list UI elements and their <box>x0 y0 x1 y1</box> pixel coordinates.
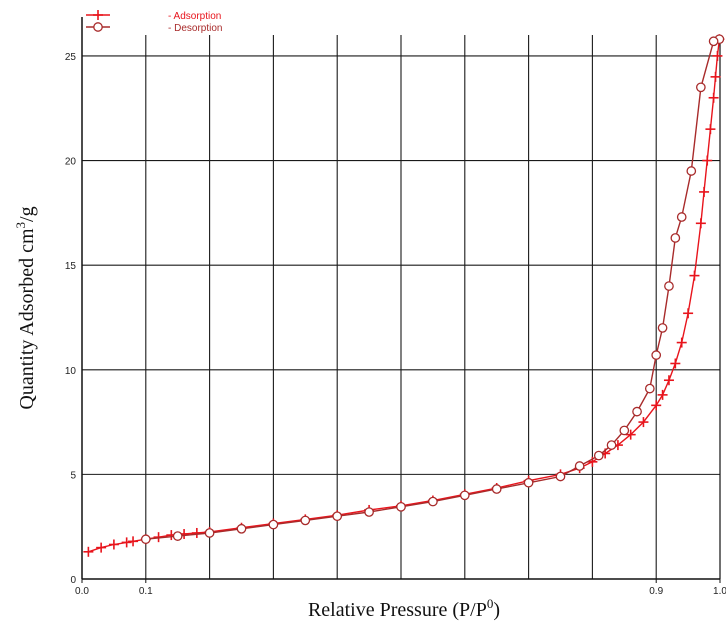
desorption-point <box>396 501 406 512</box>
adsorption-point <box>657 389 668 400</box>
tick-labels: 0.0 0.1 0.9 1.0 0 5 10 15 20 25 <box>65 52 726 597</box>
adsorption-point <box>83 546 94 557</box>
adsorption-point <box>689 270 700 281</box>
adsorption-point <box>699 186 710 197</box>
desorption-series <box>140 34 725 545</box>
legend-item: - Adsorption <box>86 10 221 22</box>
y-axis-title: Quantity Adsorbed cm3/g <box>13 206 38 409</box>
adsorption-point <box>683 308 694 319</box>
adsorption-point <box>651 400 662 411</box>
x-tick-label: 1.0 <box>713 586 726 597</box>
desorption-point <box>619 425 630 436</box>
adsorption-point <box>663 375 674 386</box>
x-tick-label: 0.0 <box>75 586 89 597</box>
desorption-point <box>93 22 103 32</box>
desorption-point <box>491 484 502 494</box>
adsorption-point <box>93 10 103 20</box>
desorption-point <box>696 82 706 93</box>
adsorption-point <box>96 542 107 553</box>
x-tick-label: 0.9 <box>649 586 663 597</box>
adsorption-point <box>128 536 139 547</box>
desorption-line <box>145 38 720 540</box>
adsorption-point <box>121 537 132 548</box>
desorption-point <box>644 383 655 394</box>
y-tick-label: 25 <box>65 52 77 63</box>
desorption-point <box>593 450 604 461</box>
desorption-point <box>708 36 719 47</box>
desorption-point <box>632 406 642 417</box>
desorption-point <box>332 511 343 522</box>
legend-label: - Adsorption <box>168 11 221 22</box>
desorption-point <box>574 461 585 471</box>
adsorption-point <box>638 417 649 428</box>
desorption-point <box>459 490 470 501</box>
desorption-point <box>204 528 215 538</box>
y-tick-label: 0 <box>70 575 76 586</box>
desorption-point <box>523 477 534 488</box>
desorption-point <box>140 534 151 545</box>
desorption-point <box>651 350 662 360</box>
x-axis-title: Relative Pressure (P/P0) <box>308 596 500 621</box>
desorption-point <box>664 281 674 291</box>
adsorption-point <box>625 429 636 440</box>
y-tick-label: 20 <box>65 157 77 168</box>
legend-label: - Desorption <box>168 23 222 34</box>
adsorption-point <box>695 218 706 229</box>
desorption-point <box>364 507 374 517</box>
adsorption-point <box>670 358 681 369</box>
desorption-point <box>555 471 566 482</box>
desorption-point <box>268 519 279 530</box>
desorption-point <box>606 440 617 450</box>
desorption-point <box>686 166 697 176</box>
adsorption-point <box>708 92 719 103</box>
desorption-point <box>428 496 438 507</box>
desorption-point <box>236 523 247 534</box>
axes <box>81 17 721 580</box>
adsorption-point <box>710 71 721 82</box>
legend: - Adsorption- Desorption <box>86 10 222 34</box>
legend-item: - Desorption <box>86 22 222 34</box>
adsorption-point <box>191 527 202 538</box>
y-tick-label: 10 <box>65 366 77 377</box>
desorption-point <box>300 515 311 526</box>
adsorption-series <box>83 34 725 557</box>
y-tick-label: 15 <box>65 261 77 272</box>
desorption-point <box>676 212 687 222</box>
grid <box>82 35 720 579</box>
desorption-point <box>670 233 681 243</box>
series-layer <box>83 34 725 557</box>
desorption-point <box>657 323 668 333</box>
adsorption-point <box>702 155 713 166</box>
adsorption-point <box>676 337 687 348</box>
adsorption-point <box>712 50 723 61</box>
x-tick-label: 0.1 <box>139 586 153 597</box>
desorption-point <box>172 531 183 541</box>
adsorption-point <box>705 124 716 135</box>
y-tick-label: 5 <box>70 470 76 481</box>
adsorption-point <box>108 539 119 550</box>
